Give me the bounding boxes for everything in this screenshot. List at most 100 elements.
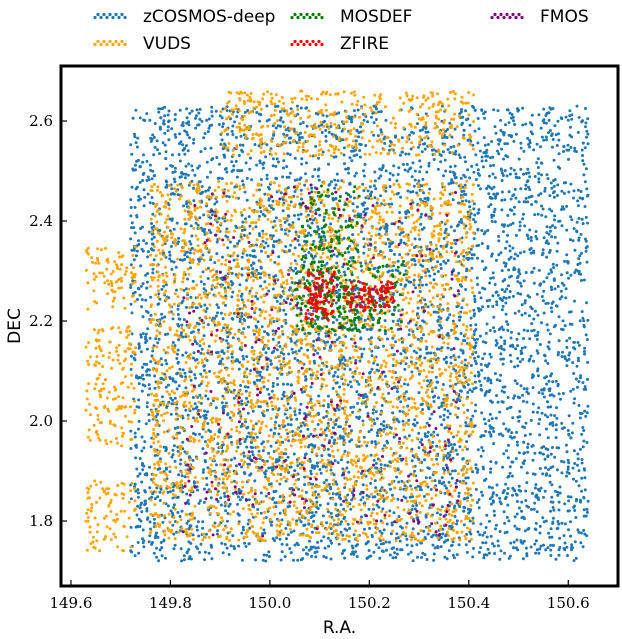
data-point (480, 159, 484, 163)
data-point (331, 492, 335, 496)
data-point (551, 262, 555, 266)
data-point (261, 558, 265, 562)
data-point (220, 177, 224, 181)
data-point (171, 448, 175, 452)
data-point (552, 266, 556, 269)
data-point (377, 110, 381, 114)
data-point (411, 190, 415, 194)
data-point (565, 450, 569, 454)
data-point (259, 284, 263, 288)
data-point (550, 310, 554, 314)
data-point (565, 271, 569, 275)
data-point (166, 490, 170, 494)
data-point (344, 420, 348, 424)
data-point (145, 363, 149, 366)
data-point (472, 202, 476, 206)
data-point (580, 461, 584, 465)
data-point (495, 303, 499, 307)
data-point (525, 552, 529, 556)
data-point (507, 474, 511, 478)
data-point (153, 522, 156, 525)
data-point (457, 315, 461, 319)
data-point (468, 123, 472, 127)
data-point (299, 122, 302, 126)
data-point (396, 468, 400, 472)
data-point (314, 208, 318, 212)
data-point (158, 548, 162, 552)
data-point (513, 365, 517, 369)
data-point (424, 126, 428, 130)
data-point (491, 542, 494, 546)
data-point (482, 136, 486, 140)
data-point (297, 243, 301, 247)
data-point (263, 472, 267, 476)
data-point (396, 390, 399, 394)
data-point (309, 472, 313, 476)
data-point (484, 541, 488, 545)
data-point (538, 524, 542, 528)
data-point (540, 321, 543, 325)
data-point (252, 261, 256, 265)
data-point (181, 124, 185, 128)
data-point (552, 195, 556, 199)
data-point (483, 352, 487, 356)
data-point (580, 476, 584, 480)
data-point (279, 191, 283, 195)
data-point (407, 434, 411, 438)
data-point (295, 297, 298, 301)
data-point (568, 520, 572, 524)
data-point (223, 495, 227, 498)
data-point (153, 454, 157, 457)
data-point (145, 473, 149, 477)
data-point (581, 119, 585, 123)
data-point (500, 269, 504, 273)
data-point (177, 384, 181, 388)
data-point (407, 152, 411, 156)
data-point (148, 387, 152, 391)
data-point (173, 543, 177, 547)
data-point (450, 476, 454, 480)
data-point (440, 404, 444, 408)
data-point (480, 490, 483, 494)
data-point (148, 118, 152, 122)
data-point (497, 253, 501, 257)
data-point (309, 233, 313, 237)
data-point (232, 479, 236, 483)
data-point (514, 132, 518, 136)
data-point (285, 416, 289, 420)
data-point (567, 432, 571, 436)
data-point (412, 349, 416, 353)
data-point (315, 500, 319, 504)
data-point (503, 521, 507, 525)
data-point (473, 359, 477, 363)
data-point (570, 135, 574, 139)
data-point (494, 461, 498, 464)
data-point (524, 183, 528, 187)
data-point (499, 352, 503, 356)
data-point (519, 539, 523, 543)
data-point (479, 522, 483, 526)
data-point (474, 350, 478, 354)
data-point (143, 489, 147, 493)
data-point (312, 519, 316, 523)
data-point (153, 145, 157, 149)
data-point (404, 534, 408, 538)
data-point (572, 401, 576, 405)
data-point (246, 411, 250, 415)
data-point (379, 463, 383, 467)
data-point (583, 488, 587, 492)
data-point (230, 169, 234, 173)
data-point (498, 138, 502, 142)
data-point (486, 547, 490, 551)
data-point (271, 384, 275, 388)
data-point (459, 218, 463, 221)
data-point (388, 248, 392, 252)
data-point (572, 449, 576, 453)
data-point (559, 116, 563, 120)
data-point (428, 417, 432, 421)
data-point (146, 250, 150, 254)
data-point (569, 495, 573, 499)
data-point (169, 509, 173, 513)
data-point (243, 110, 247, 114)
data-point (544, 427, 548, 431)
